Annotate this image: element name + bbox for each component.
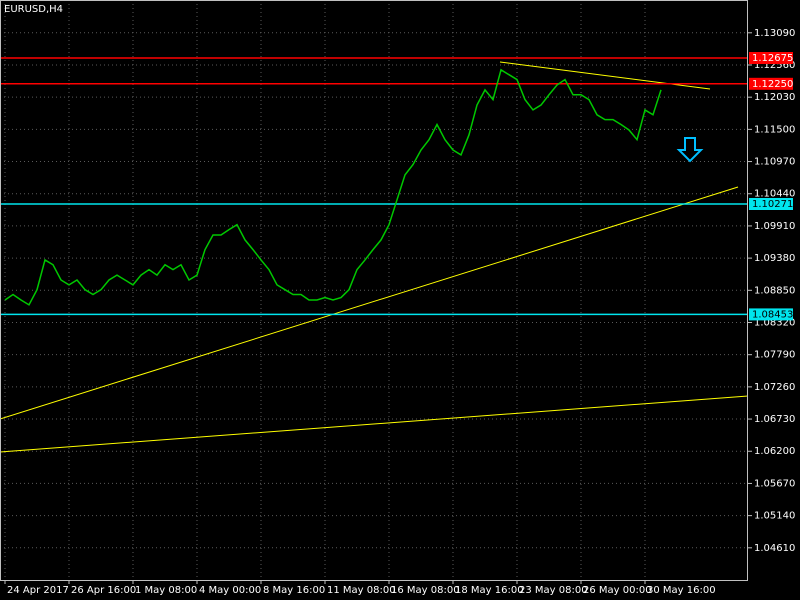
x-tick-label: 16 May 08:00 — [391, 585, 460, 596]
grid — [0, 0, 748, 580]
y-tick-label: 1.09380 — [754, 253, 795, 264]
level-label-box — [749, 77, 793, 90]
price-line — [4, 68, 662, 306]
plot-frame — [0, 0, 748, 581]
y-tick-label: 1.09910 — [754, 221, 795, 232]
y-tick-label: 1.12030 — [754, 92, 795, 103]
y-tick-label: 1.08320 — [754, 317, 795, 328]
level-label-box — [749, 52, 793, 64]
axes: 1.13090 1.12560 1.12030 1.11500 1.10970 1.104… — [4, 28, 795, 596]
level-label: 1.12675 — [752, 53, 793, 64]
y-tick-label: 1.04610 — [754, 543, 795, 554]
level-label: 1.08453 — [752, 309, 793, 320]
y-tick-label: 1.12560 — [754, 60, 795, 71]
y-tick-label: 1.13090 — [754, 28, 795, 39]
x-tick-label: 24 Apr 2017 — [7, 585, 69, 596]
y-tick-label: 1.11500 — [754, 124, 795, 135]
y-tick-label: 1.10970 — [754, 157, 795, 168]
x-tick-label: 8 May 16:00 — [263, 585, 325, 596]
trend-line — [0, 395, 749, 453]
level-label-box — [749, 198, 793, 211]
x-tick-label: 26 May 00:00 — [583, 585, 652, 596]
level-label: 1.12250 — [752, 79, 793, 90]
x-tick-label: 11 May 08:00 — [327, 585, 396, 596]
y-tick-label: 1.07260 — [754, 382, 795, 393]
x-tick-label: 18 May 16:00 — [455, 585, 524, 596]
sell-arrow — [676, 137, 704, 163]
y-tick-label: 1.05140 — [754, 511, 795, 522]
level-label-box — [749, 308, 793, 321]
y-tick-label: 1.08850 — [754, 285, 795, 296]
y-tick-label: 1.05670 — [754, 478, 795, 489]
y-tick-label: 1.10440 — [754, 189, 795, 200]
x-tick-label: 26 Apr 16:00 — [71, 585, 136, 596]
y-tick-label: 1.06730 — [754, 414, 795, 425]
marks — [0, 57, 748, 316]
x-tick-label: 23 May 08:00 — [519, 585, 588, 596]
x-tick-label: 4 May 00:00 — [199, 585, 261, 596]
y-tick-label: 1.06200 — [754, 446, 795, 457]
trend-line — [0, 186, 739, 420]
level-label: 1.10271 — [752, 199, 793, 210]
chart-title: EURUSD,H4 — [4, 4, 63, 15]
y-tick-label: 1.07790 — [754, 350, 795, 361]
x-tick-label: 30 May 16:00 — [647, 585, 716, 596]
x-tick-label: 1 May 08:00 — [135, 585, 197, 596]
